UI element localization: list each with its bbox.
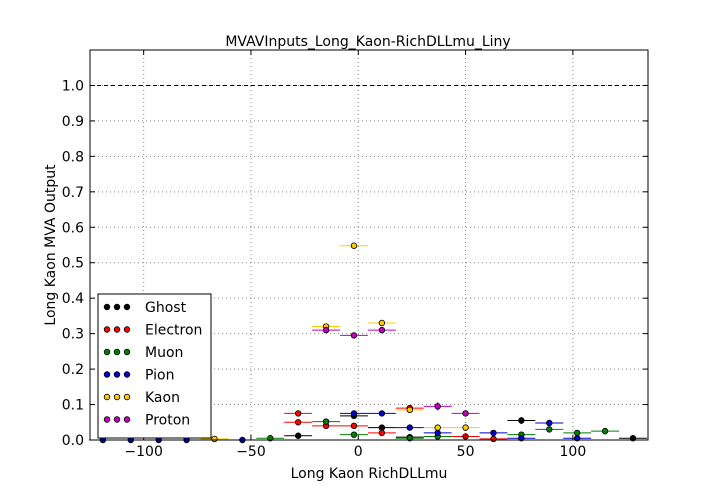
plot-area-frame <box>89 49 649 441</box>
x-tick-label: 50 <box>457 444 475 460</box>
proton-point <box>322 326 330 334</box>
pion-point <box>434 429 441 437</box>
ghost-point <box>378 424 386 431</box>
y-tick-label: 0.8 <box>62 149 84 165</box>
series-electron <box>284 404 508 443</box>
y-tick-label: 0.1 <box>62 398 84 414</box>
kaon-point <box>350 242 358 249</box>
electron-point <box>350 422 358 430</box>
legend-marker-electron <box>103 326 111 333</box>
series-proton <box>312 326 480 417</box>
legend-label-kaon: Kaon <box>145 390 180 406</box>
y-tick-label: 0.6 <box>62 220 84 236</box>
muon-point <box>350 431 358 438</box>
legend-marker-muon <box>103 348 111 356</box>
y-tick-label: 0.9 <box>62 114 84 130</box>
legend-marker-ghost <box>103 303 111 311</box>
kaon-point <box>406 406 413 414</box>
legend-marker-pion <box>123 371 131 378</box>
ghost-point <box>518 417 525 424</box>
legend-marker-electron <box>113 326 121 333</box>
legend-label-ghost: Ghost <box>145 300 187 316</box>
legend-label-pion: Pion <box>145 368 174 384</box>
pion-point <box>378 410 386 417</box>
legend-marker-kaon <box>113 393 121 401</box>
muon-point <box>322 418 330 425</box>
y-axis: 0.0 0.1 0.2 0.3 0.4 0.5 0.6 0.7 0.8 0.9 1.0 <box>62 78 648 449</box>
legend-marker-pion <box>103 371 111 378</box>
proton-point <box>462 410 469 417</box>
legend-marker-muon <box>113 348 121 356</box>
pion-point <box>490 429 497 437</box>
legend-label-proton: Proton <box>145 413 190 429</box>
proton-point <box>350 332 358 339</box>
y-tick-label: 0.0 <box>62 433 84 449</box>
x-axis-label: Long Kaon RichDLLmu <box>291 466 448 482</box>
ghost-point <box>294 432 302 439</box>
proton-point <box>434 403 441 410</box>
x-tick-label: 0 <box>354 444 363 460</box>
legend-label-muon: Muon <box>145 345 183 361</box>
legend: Ghost Electron Muon Pion Kaon Proton <box>97 293 212 439</box>
muon-point <box>573 429 581 437</box>
pion-point <box>546 419 553 427</box>
x-tick-label: −100 <box>124 444 162 460</box>
legend-marker-electron <box>123 326 131 333</box>
pion-point <box>350 410 358 417</box>
legend-marker-ghost <box>123 303 131 311</box>
y-tick-label: 0.2 <box>62 362 84 378</box>
y-tick-label: 0.5 <box>62 256 84 272</box>
legend-box <box>97 293 212 439</box>
legend-marker-pion <box>113 371 121 378</box>
kaon-point <box>434 424 441 431</box>
x-tick-label: 100 <box>560 444 587 460</box>
pion-point <box>406 424 413 431</box>
electron-point <box>294 410 302 417</box>
muon-point <box>546 426 553 433</box>
y-axis-label: Long Kaon MVA Output <box>43 164 59 326</box>
kaon-point <box>378 319 386 327</box>
kaon-point <box>211 435 218 443</box>
series-kaon <box>200 242 480 443</box>
kaon-point <box>462 424 469 431</box>
legend-marker-proton <box>123 416 131 423</box>
electron-point <box>378 429 386 437</box>
y-tick-label: 0.7 <box>62 185 84 201</box>
legend-marker-muon <box>123 348 131 356</box>
y-tick-label: 1.0 <box>62 78 84 94</box>
legend-marker-ghost <box>113 303 121 311</box>
x-tick-label: −50 <box>236 444 266 460</box>
legend-marker-kaon <box>103 393 111 401</box>
y-tick-label: 0.4 <box>62 291 84 307</box>
legend-marker-proton <box>103 416 111 423</box>
electron-point <box>490 435 497 443</box>
chart-title: MVAVInputs_Long_Kaon-RichDLLmu_Liny <box>225 34 510 50</box>
proton-point <box>378 326 386 334</box>
legend-label-electron: Electron <box>145 323 202 339</box>
x-axis: −100 −50 0 50 100 <box>124 50 586 460</box>
legend-marker-proton <box>113 416 121 423</box>
electron-point <box>294 419 302 426</box>
y-tick-label: 0.3 <box>62 327 84 343</box>
series-muon <box>256 418 620 442</box>
muon-point <box>601 427 609 435</box>
legend-marker-kaon <box>123 393 131 401</box>
